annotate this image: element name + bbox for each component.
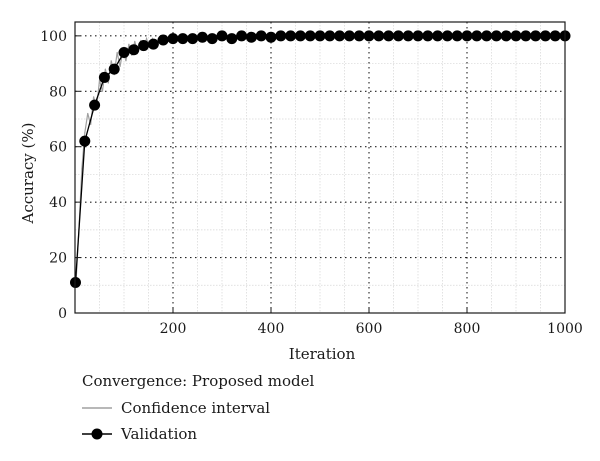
validation-point xyxy=(530,30,542,42)
x-tick-label: 200 xyxy=(160,321,187,337)
y-tick-label: 100 xyxy=(40,29,67,45)
confidence-interval-point xyxy=(107,82,109,84)
validation-line xyxy=(74,35,565,283)
validation-point xyxy=(265,31,277,43)
validation-point xyxy=(294,30,306,42)
validation-point xyxy=(187,33,199,45)
grid xyxy=(75,22,565,313)
validation-point xyxy=(461,30,473,42)
validation-point xyxy=(245,31,257,43)
y-tick-label: 80 xyxy=(49,84,67,100)
validation-point xyxy=(147,38,159,50)
confidence-interval-point xyxy=(84,132,86,134)
axis-ticks: 200 400 600 800 1000 0 20 40 60 80 100 xyxy=(40,29,583,337)
confidence-interval-point xyxy=(119,65,121,67)
x-tick-label: 400 xyxy=(258,321,285,337)
validation-point xyxy=(549,30,561,42)
y-tick-label: 60 xyxy=(49,140,67,156)
validation-point xyxy=(177,33,189,45)
validation-point xyxy=(343,30,355,42)
y-tick-label: 40 xyxy=(49,195,67,211)
validation-point xyxy=(500,30,512,42)
validation-point xyxy=(432,30,444,42)
legend-label-validation: Validation xyxy=(120,425,197,443)
validation-point xyxy=(324,30,336,42)
series-validation xyxy=(69,30,571,289)
validation-point xyxy=(471,30,483,42)
validation-point xyxy=(285,30,297,42)
validation-point xyxy=(402,30,414,42)
validation-point xyxy=(118,46,130,58)
confidence-interval-line xyxy=(75,34,203,283)
confidence-interval-point xyxy=(134,40,136,43)
confidence-interval-point xyxy=(81,168,83,170)
validation-point xyxy=(412,30,424,42)
validation-point xyxy=(520,30,532,42)
validation-point xyxy=(216,30,228,42)
validation-point xyxy=(275,30,287,42)
confidence-interval-point xyxy=(145,38,148,40)
validation-point xyxy=(392,30,404,42)
x-axis-title: Iteration xyxy=(289,345,356,363)
validation-point xyxy=(481,30,493,42)
confidence-interval-point xyxy=(90,123,92,126)
validation-point xyxy=(138,40,150,52)
validation-point xyxy=(353,30,365,42)
confidence-interval-point xyxy=(87,112,89,115)
validation-point xyxy=(490,30,502,42)
validation-point xyxy=(451,30,463,42)
validation-point xyxy=(441,30,453,42)
confidence-interval-point xyxy=(104,68,106,70)
validation-point xyxy=(206,33,218,45)
y-tick-label: 20 xyxy=(49,251,67,267)
series-confidence-interval xyxy=(75,34,203,284)
y-tick-label: 0 xyxy=(58,306,67,322)
legend-title: Convergence: Proposed model xyxy=(82,372,315,390)
validation-point xyxy=(539,30,551,42)
validation-point xyxy=(383,30,395,42)
validation-point xyxy=(255,30,267,42)
validation-point xyxy=(128,44,140,56)
validation-point xyxy=(373,30,385,42)
x-tick-label: 1000 xyxy=(547,321,583,337)
x-tick-label: 800 xyxy=(454,321,481,337)
validation-point xyxy=(226,33,238,45)
confidence-interval-point xyxy=(125,60,127,62)
validation-point xyxy=(422,30,434,42)
confidence-interval-point xyxy=(93,96,95,98)
validation-point xyxy=(89,99,101,111)
confidence-interval-point xyxy=(128,43,130,45)
validation-point xyxy=(98,71,110,83)
validation-point xyxy=(167,33,179,45)
plot-frame xyxy=(74,21,566,314)
validation-point xyxy=(304,30,316,42)
legend-label-confidence-interval: Confidence interval xyxy=(121,399,270,417)
validation-point xyxy=(314,30,326,42)
legend: Convergence: Proposed model Confidence i… xyxy=(82,372,315,443)
validation-point xyxy=(108,63,120,75)
x-tick-label: 600 xyxy=(356,321,383,337)
confidence-interval-point xyxy=(116,51,118,54)
validation-point xyxy=(196,31,208,43)
y-axis-title: Accuracy (%) xyxy=(19,122,37,224)
validation-point xyxy=(79,135,91,147)
legend-swatch-validation-marker xyxy=(91,428,103,440)
validation-point xyxy=(510,30,522,42)
validation-point xyxy=(236,30,248,42)
validation-point xyxy=(363,30,375,42)
confidence-interval-point xyxy=(101,90,104,92)
validation-point xyxy=(157,34,169,46)
confidence-interval-point xyxy=(110,60,112,62)
validation-point xyxy=(334,30,346,42)
